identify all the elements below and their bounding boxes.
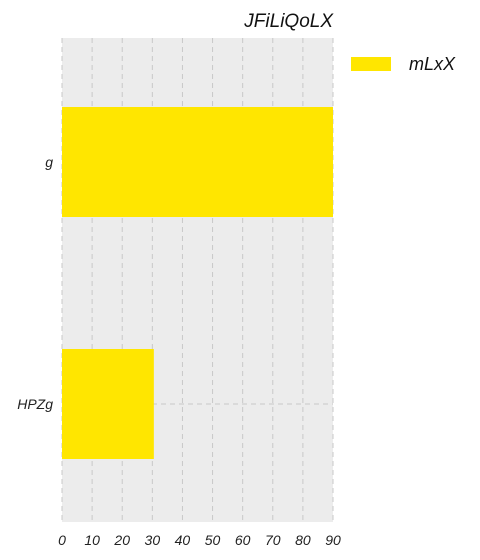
x-tick-label-3: 30 <box>145 532 161 548</box>
x-tick-label-1: 10 <box>84 532 100 548</box>
x-tick-label-6: 60 <box>235 532 251 548</box>
bar-0 <box>62 107 333 217</box>
chart-title: JFiLiQoLX <box>243 11 334 32</box>
x-tick-label-7: 70 <box>265 532 281 548</box>
x-tick-label-2: 20 <box>113 532 130 548</box>
x-tick-label-4: 40 <box>175 532 191 548</box>
x-axis-ticks: 0 10 20 30 40 50 60 70 80 90 <box>58 532 341 548</box>
y-axis-ticks: g HPZg <box>17 154 53 412</box>
x-tick-label-8: 80 <box>295 532 311 548</box>
y-tick-label-1: HPZg <box>17 396 53 412</box>
legend-swatch <box>351 57 391 71</box>
x-tick-label-0: 0 <box>58 532 66 548</box>
y-tick-label-0: g <box>45 154 53 170</box>
bars <box>62 107 333 459</box>
x-tick-label-5: 50 <box>205 532 221 548</box>
legend-label: mLxX <box>409 54 456 74</box>
legend: mLxX <box>351 54 456 74</box>
x-tick-label-9: 90 <box>325 532 341 548</box>
bar-1 <box>62 349 154 459</box>
